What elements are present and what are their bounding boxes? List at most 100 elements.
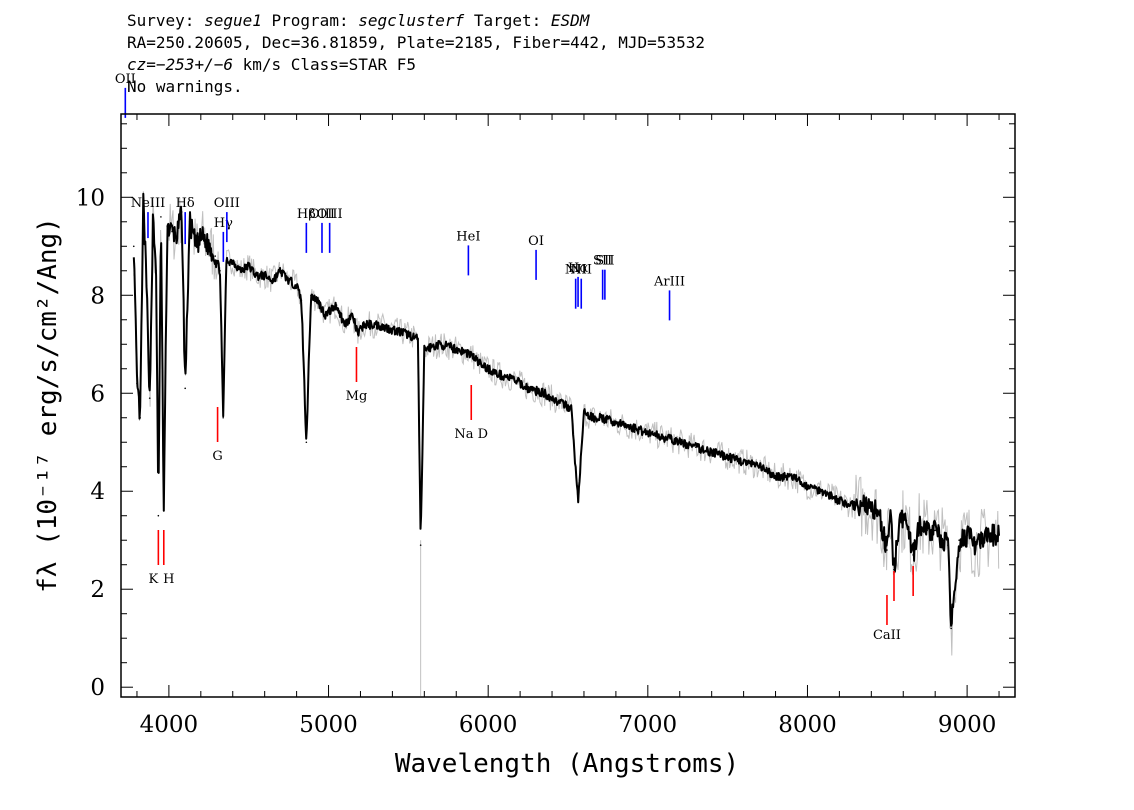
program-value: segclusterf [358,11,465,30]
y-tick-label: 10 [76,185,105,211]
emission-line-label: Hδ [176,196,195,211]
spectrum-point [231,260,234,262]
spectrum-point [982,539,984,542]
emission-line-label: Hα [568,261,588,276]
cz-units-class: km/s Class=STAR F5 [232,55,416,74]
emission-line-label: ArIII [653,274,685,289]
spectrum-header: Survey: segue1 Program: segclusterf Targ… [127,10,705,98]
y-tick-label: 8 [90,283,105,309]
cz-label: cz= [127,55,156,74]
spectrum-point [854,505,857,507]
spectrum-point [455,348,458,350]
spectrum-point [742,461,745,463]
emission-line-label: NeIII [131,196,165,211]
spectrum-point [180,211,183,213]
header-line-coords: RA=250.20605, Dec=36.81859, Plate=2185, … [127,33,705,52]
emission-line-label: OIII [317,207,343,222]
spectrum-point [790,475,793,478]
spectrum-point [142,201,145,203]
emission-line-label: OIII [309,207,335,222]
spectrum-point [239,269,242,272]
spectrum-point [878,514,881,517]
x-tick-label: 4000 [140,712,199,738]
cz-value: −253+/−6 [155,55,233,74]
spectrum-point [998,534,1000,537]
absorption-line-label: G [212,449,222,464]
spectrum-point [263,274,266,277]
spectrum-point [678,441,681,444]
spectrum-point [423,348,426,350]
emission-line-label: NII [565,263,587,278]
x-tick-label: 7000 [619,712,678,738]
spectrum-point [942,539,944,542]
spectrum-point [947,544,949,546]
spectrum-point [647,431,649,434]
spectrum-point [710,451,713,453]
spectrum-point [774,475,777,478]
spectrum-point [219,269,221,272]
spectrum-point [171,230,173,233]
spectrum-point [305,441,308,444]
program-label: Program: [271,11,349,30]
spectrum-point [148,397,151,399]
spectrum-point [559,402,561,404]
spectrum-point [162,510,165,512]
spectrum-point [527,387,529,390]
spectrum-point [155,269,157,272]
spectrum-point [591,416,593,419]
survey-value: segue1 [204,11,262,30]
spectrum-point [287,279,290,282]
spectrum-point [990,534,992,537]
target-value: ESDM [550,11,590,30]
x-tick-label: 5000 [299,712,358,738]
spectrum-point [132,245,135,248]
spectrum-point [316,299,319,301]
spectrum-point [279,269,282,272]
spectrum-point [419,544,422,546]
spectrum-point [214,255,216,257]
spectrum-point [905,519,908,522]
emission-line-label: HeI [456,229,480,244]
spectrum-point [899,519,901,522]
spectrum-point [184,387,186,390]
spectrum-point [926,529,928,532]
spectrum-point [543,392,545,395]
spectrum-point [886,549,888,551]
spectrum-point [950,627,952,630]
spectrum-point [343,323,346,326]
x-tick-label: 6000 [459,712,518,738]
spectrum-point [694,446,697,448]
emission-line-label: SII [593,254,612,269]
spectrum-point [145,284,148,287]
spectrum-point [222,416,224,419]
spectrum-point [136,382,138,385]
spectrum-point [407,333,410,336]
emission-line-label: Hβ [297,207,316,222]
spectrum-point [966,534,968,537]
spectrum-point [324,314,327,316]
spectrum-layer [132,192,1000,630]
spectrum-point [599,416,601,419]
spectrum-point [295,284,298,287]
absorption-line-label: H [163,572,174,587]
spectrum-point [577,500,579,502]
spectrum-point [495,372,497,375]
spectrum-point [934,529,936,532]
spectrum-point [271,279,274,282]
x-axis-title: Wavelength (Angstroms) [395,749,739,779]
survey-label: Survey: [127,11,195,30]
spectrum-point [300,299,303,301]
spectrum-point [247,265,250,267]
header-line-survey: Survey: segue1 Program: segclusterf Targ… [127,10,705,32]
spectrum-point [974,544,976,546]
x-tick-label: 9000 [938,712,997,738]
x-tick-label: 8000 [778,712,837,738]
spectrum-point [375,323,378,326]
spectrum-point [918,524,921,527]
spectrum-point [583,412,585,414]
spectrum-point [417,338,419,341]
header-line-warnings: No warnings. [127,77,243,96]
spectrum-point [469,353,472,355]
spectrum-point [152,220,154,223]
spectrum-point [195,245,197,248]
